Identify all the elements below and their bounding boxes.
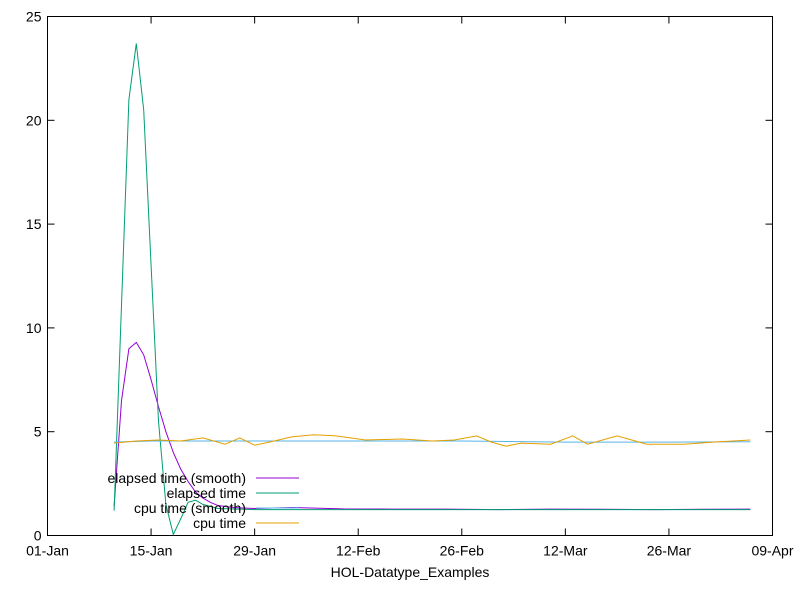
y-tick-label: 25 [26, 9, 42, 25]
y-tick-label: 5 [34, 424, 42, 440]
series-line-2 [114, 440, 751, 443]
series-line-1 [113, 43, 751, 536]
x-tick-label: 09-Apr [751, 543, 793, 559]
legend-label: cpu time (smooth) [134, 500, 246, 516]
y-tick-label: 10 [26, 320, 42, 336]
x-tick-label: 26-Mar [647, 543, 692, 559]
y-tick-label: 0 [34, 528, 42, 544]
x-tick-label: 15-Jan [130, 543, 173, 559]
x-axis: 01-Jan 15-Jan 29-Jan 12-Feb 26-Feb 12-Mar 26-M… [26, 16, 794, 559]
legend-label: cpu time [193, 515, 246, 531]
x-tick-label: 01-Jan [26, 543, 69, 559]
series-layer [113, 43, 751, 536]
y-axis: 0 5 10 15 20 25 [26, 9, 773, 544]
series-line-3 [114, 434, 751, 447]
x-tick-label: 12-Feb [336, 543, 381, 559]
x-tick-label: 29-Jan [233, 543, 276, 559]
y-tick-label: 20 [26, 112, 42, 128]
x-tick-label: 12-Mar [543, 543, 588, 559]
legend-label: elapsed time (smooth) [107, 470, 246, 486]
x-tick-label: 26-Feb [440, 543, 485, 559]
y-tick-label: 15 [26, 216, 42, 232]
x-axis-label: HOL-Datatype_Examples [331, 564, 490, 580]
legend-label: elapsed time [167, 485, 247, 501]
plot-frame [47, 16, 773, 536]
